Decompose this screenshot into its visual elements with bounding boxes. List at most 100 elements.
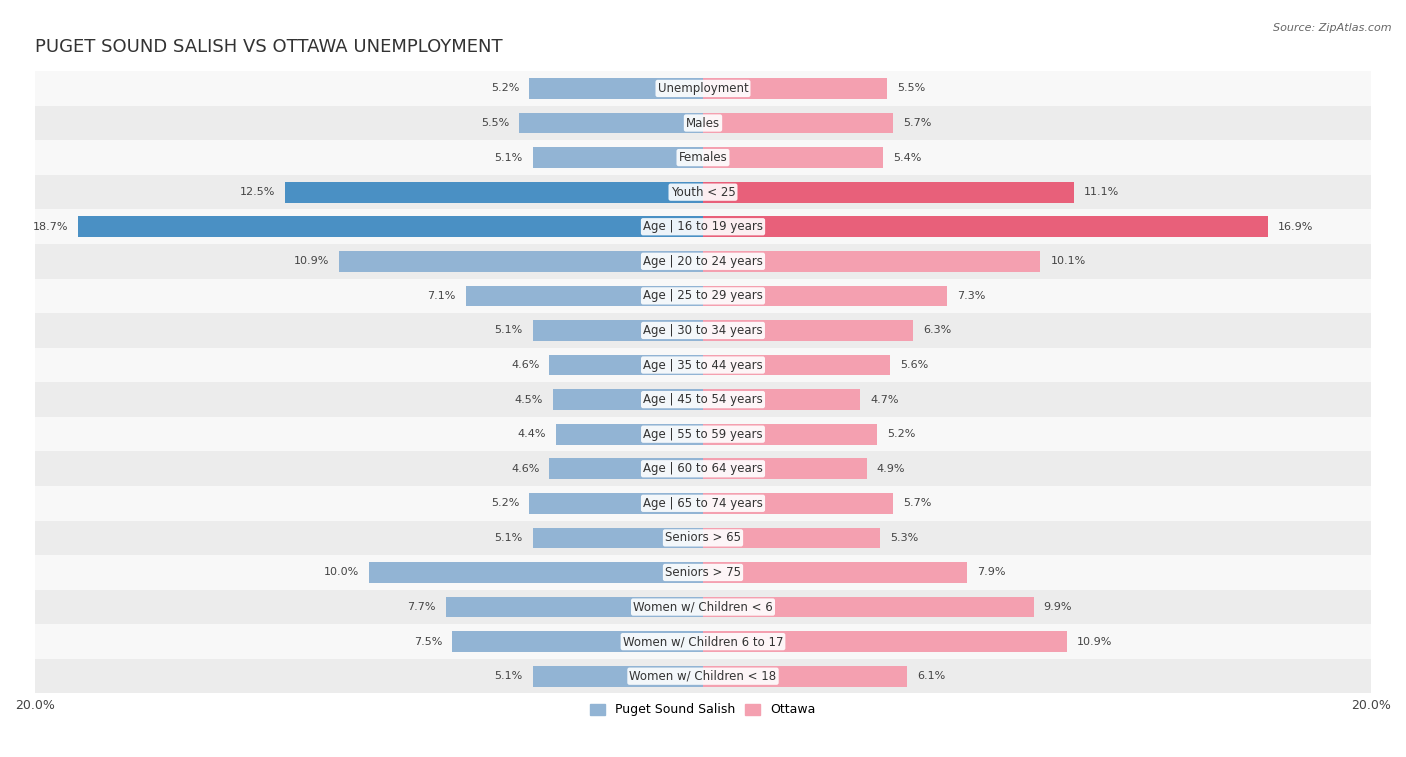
Text: 7.9%: 7.9% bbox=[977, 568, 1005, 578]
Bar bbox=[553, 389, 703, 410]
Bar bbox=[35, 486, 1371, 521]
Text: 16.9%: 16.9% bbox=[1278, 222, 1313, 232]
Bar bbox=[533, 147, 703, 168]
Bar bbox=[703, 147, 883, 168]
Bar bbox=[35, 555, 1371, 590]
Text: 5.1%: 5.1% bbox=[495, 153, 523, 163]
Bar bbox=[703, 424, 877, 444]
Bar bbox=[703, 182, 1074, 203]
Text: Females: Females bbox=[679, 151, 727, 164]
Text: 6.3%: 6.3% bbox=[924, 326, 952, 335]
Text: 18.7%: 18.7% bbox=[32, 222, 69, 232]
Text: Seniors > 65: Seniors > 65 bbox=[665, 531, 741, 544]
Text: 5.2%: 5.2% bbox=[887, 429, 915, 439]
Bar bbox=[368, 562, 703, 583]
Text: 12.5%: 12.5% bbox=[240, 187, 276, 197]
Bar bbox=[35, 106, 1371, 140]
Bar bbox=[339, 251, 703, 272]
Bar bbox=[703, 631, 1067, 652]
Bar bbox=[35, 140, 1371, 175]
Text: 7.7%: 7.7% bbox=[408, 602, 436, 612]
Bar bbox=[35, 417, 1371, 451]
Bar bbox=[703, 562, 967, 583]
Text: 5.4%: 5.4% bbox=[893, 153, 922, 163]
Bar bbox=[35, 590, 1371, 625]
Text: Unemployment: Unemployment bbox=[658, 82, 748, 95]
Bar bbox=[453, 631, 703, 652]
Bar bbox=[285, 182, 703, 203]
Text: 5.1%: 5.1% bbox=[495, 533, 523, 543]
Bar bbox=[35, 313, 1371, 347]
Bar bbox=[555, 424, 703, 444]
Text: 5.7%: 5.7% bbox=[904, 118, 932, 128]
Text: 4.6%: 4.6% bbox=[510, 464, 540, 474]
Text: 4.9%: 4.9% bbox=[877, 464, 905, 474]
Text: 6.1%: 6.1% bbox=[917, 671, 945, 681]
Text: 5.2%: 5.2% bbox=[491, 498, 519, 509]
Text: 5.3%: 5.3% bbox=[890, 533, 918, 543]
Bar bbox=[529, 493, 703, 514]
Bar bbox=[35, 625, 1371, 659]
Bar bbox=[703, 320, 914, 341]
Bar bbox=[35, 175, 1371, 210]
Bar bbox=[703, 78, 887, 99]
Text: 4.7%: 4.7% bbox=[870, 394, 898, 404]
Text: 7.3%: 7.3% bbox=[957, 291, 986, 301]
Text: 10.0%: 10.0% bbox=[323, 568, 359, 578]
Bar bbox=[35, 244, 1371, 279]
Bar bbox=[35, 279, 1371, 313]
Bar bbox=[465, 285, 703, 307]
Text: Age | 60 to 64 years: Age | 60 to 64 years bbox=[643, 463, 763, 475]
Text: 5.2%: 5.2% bbox=[491, 83, 519, 93]
Text: 10.9%: 10.9% bbox=[294, 257, 329, 266]
Text: Source: ZipAtlas.com: Source: ZipAtlas.com bbox=[1274, 23, 1392, 33]
Text: 5.5%: 5.5% bbox=[897, 83, 925, 93]
Bar bbox=[703, 251, 1040, 272]
Bar bbox=[35, 659, 1371, 693]
Text: Age | 35 to 44 years: Age | 35 to 44 years bbox=[643, 359, 763, 372]
Text: 5.1%: 5.1% bbox=[495, 671, 523, 681]
Text: Seniors > 75: Seniors > 75 bbox=[665, 566, 741, 579]
Bar bbox=[35, 210, 1371, 244]
Bar bbox=[35, 521, 1371, 555]
Text: 5.5%: 5.5% bbox=[481, 118, 509, 128]
Text: 4.4%: 4.4% bbox=[517, 429, 546, 439]
Legend: Puget Sound Salish, Ottawa: Puget Sound Salish, Ottawa bbox=[585, 699, 821, 721]
Text: Women w/ Children < 18: Women w/ Children < 18 bbox=[630, 670, 776, 683]
Text: Women w/ Children 6 to 17: Women w/ Children 6 to 17 bbox=[623, 635, 783, 648]
Text: 7.5%: 7.5% bbox=[415, 637, 443, 646]
Bar bbox=[550, 355, 703, 375]
Text: 5.7%: 5.7% bbox=[904, 498, 932, 509]
Text: Males: Males bbox=[686, 117, 720, 129]
Bar bbox=[519, 113, 703, 133]
Text: 7.1%: 7.1% bbox=[427, 291, 456, 301]
Bar bbox=[703, 389, 860, 410]
Bar bbox=[550, 459, 703, 479]
Bar bbox=[446, 597, 703, 618]
Text: Age | 55 to 59 years: Age | 55 to 59 years bbox=[643, 428, 763, 441]
Text: 11.1%: 11.1% bbox=[1084, 187, 1119, 197]
Bar bbox=[533, 666, 703, 687]
Bar bbox=[533, 320, 703, 341]
Bar bbox=[703, 597, 1033, 618]
Text: 5.6%: 5.6% bbox=[900, 360, 928, 370]
Bar bbox=[79, 217, 703, 237]
Bar bbox=[703, 459, 866, 479]
Text: Age | 45 to 54 years: Age | 45 to 54 years bbox=[643, 393, 763, 406]
Text: 10.1%: 10.1% bbox=[1050, 257, 1085, 266]
Text: 10.9%: 10.9% bbox=[1077, 637, 1112, 646]
Text: Women w/ Children < 6: Women w/ Children < 6 bbox=[633, 600, 773, 613]
Bar bbox=[703, 528, 880, 548]
Bar bbox=[35, 347, 1371, 382]
Bar bbox=[35, 451, 1371, 486]
Text: Age | 30 to 34 years: Age | 30 to 34 years bbox=[643, 324, 763, 337]
Text: Age | 65 to 74 years: Age | 65 to 74 years bbox=[643, 497, 763, 509]
Text: Age | 16 to 19 years: Age | 16 to 19 years bbox=[643, 220, 763, 233]
Bar bbox=[703, 355, 890, 375]
Bar bbox=[35, 382, 1371, 417]
Text: 5.1%: 5.1% bbox=[495, 326, 523, 335]
Bar bbox=[529, 78, 703, 99]
Bar bbox=[703, 217, 1268, 237]
Text: Age | 25 to 29 years: Age | 25 to 29 years bbox=[643, 289, 763, 302]
Text: 4.5%: 4.5% bbox=[515, 394, 543, 404]
